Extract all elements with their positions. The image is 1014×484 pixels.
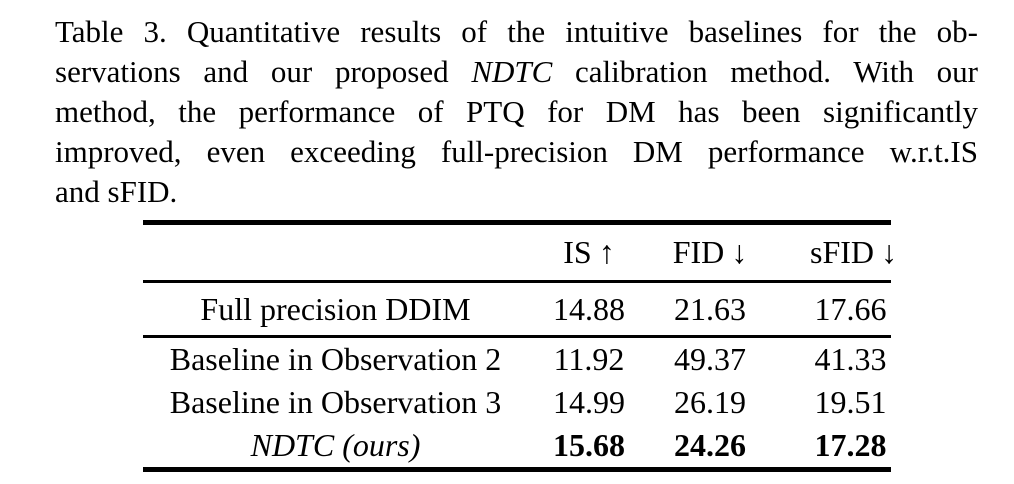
fid-value: 49.37 [674, 341, 746, 377]
sfid-value: 17.28 [814, 427, 887, 463]
caption-line-4: improved, even exceeding full-precision … [55, 134, 978, 169]
is-value: 14.88 [553, 290, 625, 327]
table-row-baseline-observation-2: Baseline in Observation 2 11.92 49.37 41… [143, 338, 891, 381]
header-fid-label: FID [672, 234, 725, 270]
caption-line-5: and sFID. [55, 174, 178, 209]
caption-line-2: servations and our proposed NDTC calibra… [55, 52, 978, 92]
baseline-divider-rule [143, 335, 891, 338]
caption-line-2-post: calibration method. With our [552, 54, 978, 89]
header-fid-cell: FID ↓ [650, 234, 770, 271]
down-arrow-icon: ↓ [731, 234, 748, 270]
table-row-baseline-observation-3: Baseline in Observation 3 14.99 26.19 19… [143, 381, 891, 424]
sfid-value: 17.66 [814, 290, 887, 327]
table-row-ndtc-ours: NDTC (ours) 15.68 24.26 17.28 [143, 424, 891, 467]
row-label: Baseline in Observation 3 [169, 384, 502, 420]
header-divider-rule [143, 280, 891, 283]
caption-ndtc-italic: NDTC [471, 54, 553, 89]
fid-value: 24.26 [674, 427, 746, 463]
sfid-value: 41.33 [814, 341, 887, 377]
header-is-label: IS [563, 234, 592, 270]
header-sfid-cell: sFID ↓ [770, 234, 897, 271]
row-label: NDTC (ours) [250, 427, 421, 463]
is-value: 15.68 [553, 427, 625, 463]
row-label: Full precision DDIM [200, 290, 471, 327]
fid-value: 26.19 [674, 384, 746, 420]
table-caption: Table 3. Quantitative results of the int… [55, 12, 978, 212]
is-value: 14.99 [553, 384, 625, 420]
caption-line-1: Table 3. Quantitative results of the int… [55, 14, 978, 49]
header-sfid-label: sFID [810, 234, 875, 270]
table-row-full-precision-ddim: Full precision DDIM 14.88 21.63 17.66 [143, 283, 891, 335]
caption-line-3: method, the performance of PTQ for DM ha… [55, 94, 978, 129]
caption-line-2-pre: servations and our proposed [55, 54, 472, 89]
header-is-cell: IS ↑ [528, 234, 650, 271]
table-header-row: IS ↑ FID ↓ sFID ↓ [143, 225, 897, 280]
sfid-value: 19.51 [814, 384, 887, 420]
fid-value: 21.63 [674, 290, 746, 327]
row-label: Baseline in Observation 2 [169, 341, 502, 377]
down-arrow-icon: ↓ [881, 234, 898, 270]
up-arrow-icon: ↑ [598, 234, 615, 270]
results-table: IS ↑ FID ↓ sFID ↓ Full precision DDIM 14.88… [143, 220, 897, 472]
table-bottom-rule [143, 467, 891, 472]
table-top-rule [143, 220, 891, 225]
is-value: 11.92 [553, 341, 625, 377]
